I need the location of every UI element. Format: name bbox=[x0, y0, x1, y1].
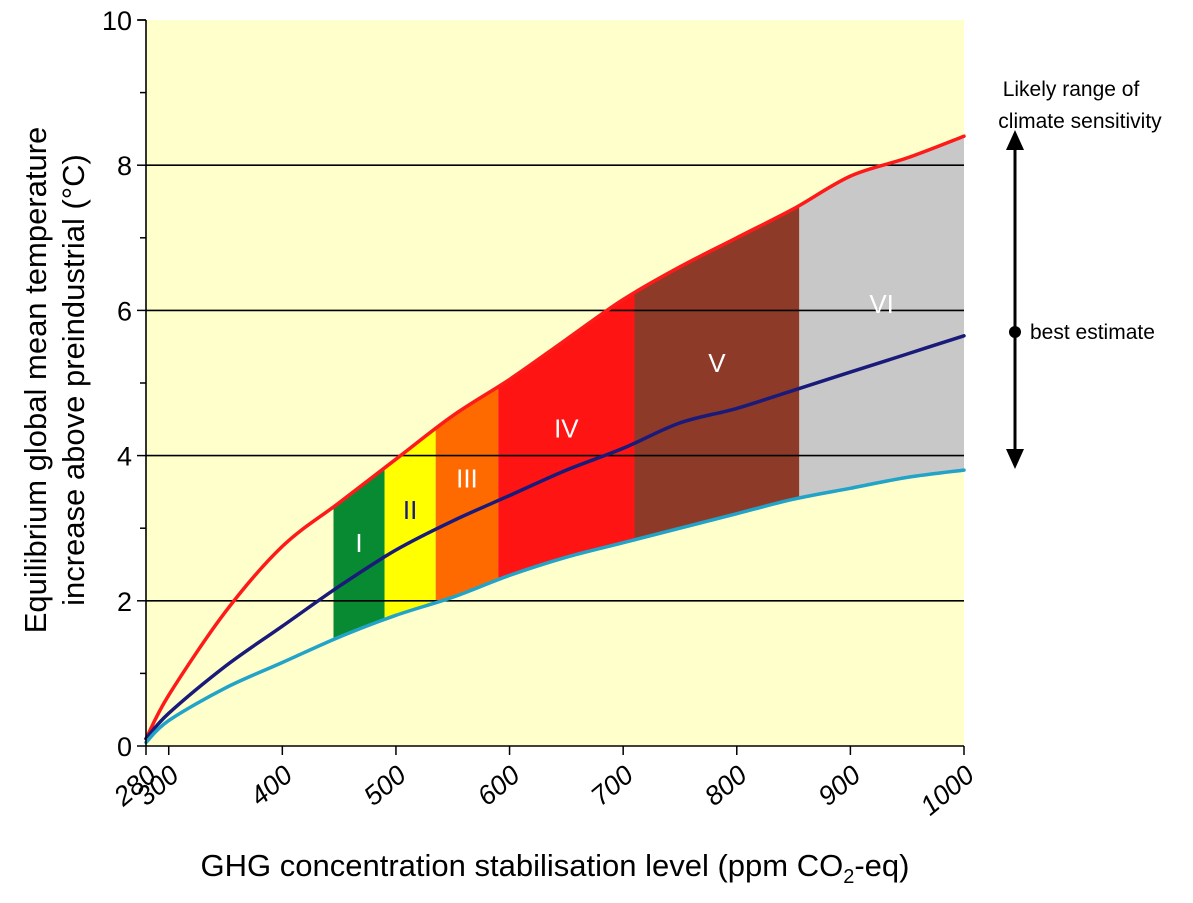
category-label-v: V bbox=[708, 348, 726, 378]
x-axis-title-main: GHG concentration stabilisation level (p… bbox=[201, 848, 844, 883]
series-line-lower bbox=[144, 468, 966, 745]
series-line-best bbox=[144, 334, 966, 741]
category-label-iii: III bbox=[456, 464, 478, 494]
x-tick-label-400: 400 bbox=[244, 760, 298, 812]
category-band-i bbox=[333, 467, 385, 640]
y-tick-label-0: 0 bbox=[117, 732, 132, 762]
x-tick-label-600: 600 bbox=[472, 760, 526, 812]
y-tick-label-4: 4 bbox=[117, 442, 132, 472]
category-band-ii bbox=[384, 428, 436, 620]
category-label-i: I bbox=[355, 528, 362, 558]
legend-range-arrow-up bbox=[1006, 130, 1024, 150]
y-tick-label-2: 2 bbox=[117, 587, 132, 617]
y-tick-label-8: 8 bbox=[117, 151, 132, 181]
category-band-vi bbox=[799, 136, 964, 499]
legend-title-line1: Likely range of bbox=[1003, 78, 1140, 101]
y-tick-label-6: 6 bbox=[117, 296, 132, 326]
x-axis-title-subscript: 2 bbox=[843, 866, 854, 888]
legend-best-estimate-label: best estimate bbox=[1030, 321, 1155, 344]
legend-range-arrow-down bbox=[1006, 449, 1024, 469]
y-axis-title-line2: increase above preindustrial (°C) bbox=[56, 154, 91, 606]
x-axis-title-suffix: -eq) bbox=[854, 848, 909, 883]
legend-title-line2: climate sensitivity bbox=[998, 110, 1162, 133]
x-tick-label-1000: 1000 bbox=[915, 760, 980, 822]
x-tick-label-700: 700 bbox=[585, 760, 639, 812]
x-tick-label-500: 500 bbox=[358, 760, 412, 812]
sensitivity-legend: Likely range of climate sensitivity best… bbox=[998, 78, 1162, 469]
series-line-upper bbox=[144, 134, 966, 741]
x-axis-title: GHG concentration stabilisation level (p… bbox=[201, 848, 910, 888]
category-label-ii: II bbox=[403, 495, 417, 525]
x-tick-label-800: 800 bbox=[699, 760, 753, 812]
category-band-iii bbox=[435, 386, 499, 603]
category-label-vi: VI bbox=[869, 289, 894, 319]
y-tick-label-10: 10 bbox=[102, 6, 132, 36]
x-tick-label-900: 900 bbox=[812, 760, 866, 812]
legend-best-estimate-dot bbox=[1009, 326, 1021, 338]
category-label-iv: IV bbox=[554, 413, 579, 443]
y-axis-title-line1: Equilibrium global mean temperature bbox=[18, 127, 53, 634]
